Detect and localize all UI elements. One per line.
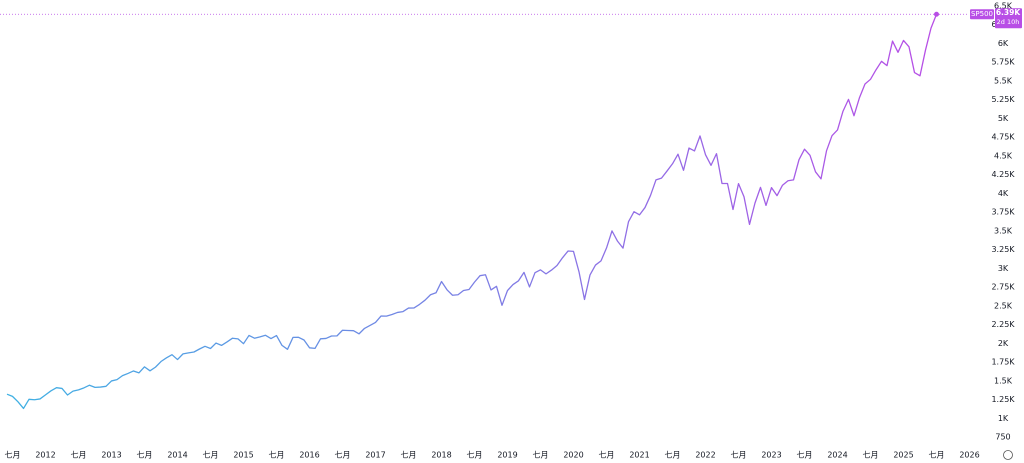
x-tick-label: 2025 (893, 451, 913, 460)
x-tick-label: 2026 (959, 451, 979, 460)
x-tick-label: 七月 (533, 451, 549, 460)
y-tick-label: 1.75K (991, 358, 1015, 367)
x-tick-label: 七月 (599, 451, 615, 460)
y-tick-label: 1K (998, 414, 1009, 423)
x-tick-label: 七月 (269, 451, 285, 460)
settings-icon[interactable] (1003, 450, 1013, 460)
y-tick-label: 1.5K (994, 376, 1013, 385)
y-tick-label: 2.5K (994, 301, 1013, 310)
y-tick-label: 3.5K (994, 226, 1013, 235)
x-tick-label: 2014 (167, 451, 187, 460)
y-tick-label: 750 (995, 433, 1010, 442)
last-point (934, 11, 939, 17)
y-tick-label: 6K (998, 39, 1009, 48)
y-tick-label: 3.75K (991, 208, 1015, 217)
x-tick-label: 2013 (101, 451, 121, 460)
y-tick-label: 3K (998, 264, 1009, 273)
x-tick-label: 2020 (563, 451, 583, 460)
price-line (6, 14, 938, 410)
name-tag (970, 9, 994, 20)
x-tick-label: 2016 (299, 451, 319, 460)
x-tick-label: 七月 (665, 451, 681, 460)
x-tick-label: 2021 (629, 451, 649, 460)
x-tick-label: 七月 (203, 451, 219, 460)
last-value-label: 6.39K (996, 8, 1022, 17)
y-tick-label: 5.5K (994, 76, 1013, 85)
x-tick-label: 七月 (731, 451, 747, 460)
x-tick-label: 七月 (71, 451, 87, 460)
x-tick-label: 2023 (761, 451, 781, 460)
y-tick-label: 2.25K (991, 320, 1015, 329)
series-name: SP500 (971, 10, 993, 18)
x-tick-label: 2022 (695, 451, 715, 460)
x-tick-label: 七月 (929, 451, 945, 460)
y-tick-label: 2K (998, 339, 1009, 348)
y-tick-label: 4K (998, 189, 1009, 198)
y-tick-label: 5.75K (991, 58, 1015, 67)
x-tick-label: 2012 (35, 451, 55, 460)
x-tick-label: 七月 (467, 451, 483, 460)
y-tick-label: 1.25K (991, 395, 1015, 404)
y-tick-label: 6.5K (994, 2, 1013, 11)
x-tick-label: 七月 (5, 451, 21, 460)
y-tick-label: 4.25K (991, 170, 1015, 179)
price-tag (995, 8, 1022, 29)
y-tick-label: 4.5K (994, 151, 1013, 160)
x-tick-label: 七月 (401, 451, 417, 460)
y-tick-label: 3.25K (991, 245, 1015, 254)
y-tick-label: 4.75K (991, 133, 1015, 142)
x-tick-label: 2017 (365, 451, 385, 460)
x-tick-label: 2019 (497, 451, 517, 460)
x-tick-label: 七月 (335, 451, 351, 460)
y-tick-label: 2.75K (991, 283, 1015, 292)
countdown: 2d 10h (997, 18, 1020, 26)
x-tick-label: 七月 (797, 451, 813, 460)
x-tick-label: 2018 (431, 451, 451, 460)
y-tick-label: 5K (998, 114, 1009, 123)
y-tick-label: 5.25K (991, 95, 1015, 104)
x-tick-label: 七月 (863, 451, 879, 460)
x-tick-label: 2015 (233, 451, 253, 460)
x-tick-label: 七月 (137, 451, 153, 460)
x-tick-label: 2024 (827, 451, 847, 460)
